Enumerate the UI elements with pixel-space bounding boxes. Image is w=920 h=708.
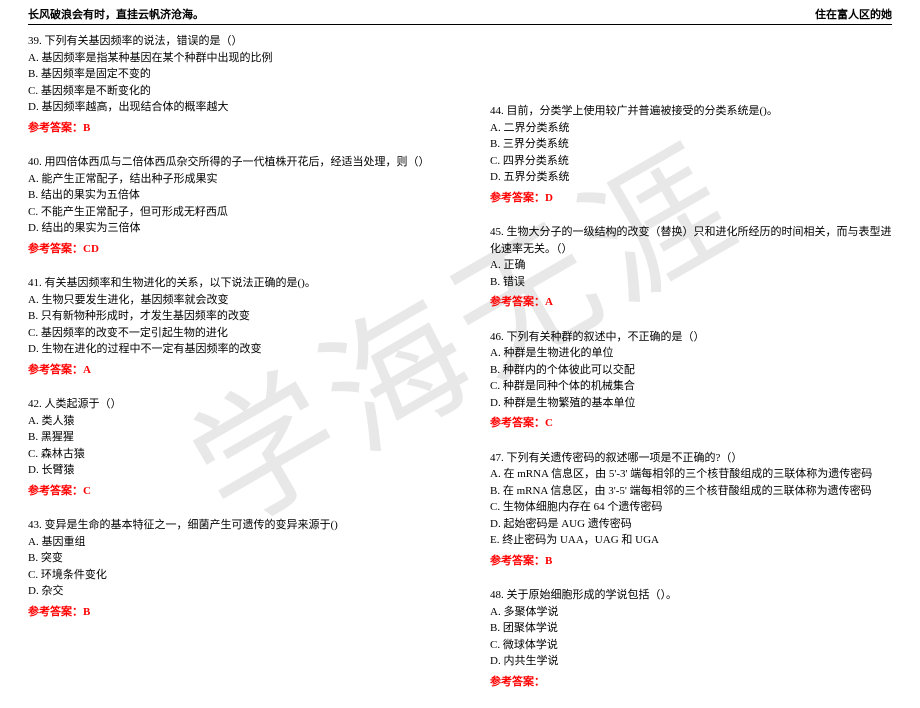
answer-label: 参考答案：B: [28, 604, 430, 621]
question-option: A. 多聚体学说: [490, 604, 892, 621]
question-block: 45. 生物大分子的一级结构的改变（替换）只和进化所经历的时间相关，而与表型进化…: [490, 224, 892, 311]
question-stem: 46. 下列有关种群的叙述中，不正确的是（）: [490, 329, 892, 346]
question-stem: 43. 变异是生命的基本特征之一，细菌产生可遗传的变异来源于(): [28, 517, 430, 534]
page-header: 长风破浪会有时，直挂云帆济沧海。 住在富人区的她: [0, 0, 920, 24]
question-option: D. 结出的果实为三倍体: [28, 220, 430, 237]
answer-label: 参考答案：A: [28, 362, 430, 379]
question-block: 47. 下列有关遗传密码的叙述哪一项是不正确的?（）A. 在 mRNA 信息区，…: [490, 450, 892, 570]
question-block: 43. 变异是生命的基本特征之一，细菌产生可遗传的变异来源于()A. 基因重组B…: [28, 517, 430, 620]
question-option: C. 四界分类系统: [490, 153, 892, 170]
question-stem: 41. 有关基因频率和生物进化的关系，以下说法正确的是()。: [28, 275, 430, 292]
answer-label: 参考答案：B: [28, 120, 430, 137]
question-option: C. 基因频率是不断变化的: [28, 83, 430, 100]
question-stem: 48. 关于原始细胞形成的学说包括（）。: [490, 587, 892, 604]
question-option: D. 起始密码是 AUG 遗传密码: [490, 516, 892, 533]
question-stem: 44. 目前，分类学上使用较广并普遍被接受的分类系统是()。: [490, 103, 892, 120]
header-right: 住在富人区的她: [815, 6, 892, 22]
question-option: A. 类人猿: [28, 413, 430, 430]
question-block: 40. 用四倍体西瓜与二倍体西瓜杂交所得的子一代植株开花后，经适当处理，则（）A…: [28, 154, 430, 257]
header-divider: [28, 24, 892, 25]
answer-label: 参考答案：A: [490, 294, 892, 311]
answer-label: 参考答案：C: [28, 483, 430, 500]
question-option: D. 长臂猿: [28, 462, 430, 479]
question-option: C. 生物体细胞内存在 64 个遗传密码: [490, 499, 892, 516]
question-option: B. 只有新物种形成时，才发生基因频率的改变: [28, 308, 430, 325]
question-option: A. 种群是生物进化的单位: [490, 345, 892, 362]
answer-label: 参考答案：D: [490, 190, 892, 207]
question-option: B. 在 mRNA 信息区，由 3'-5' 端每相邻的三个核苷酸组成的三联体称为…: [490, 483, 892, 500]
question-block: 46. 下列有关种群的叙述中，不正确的是（）A. 种群是生物进化的单位B. 种群…: [490, 329, 892, 432]
question-option: C. 种群是同种个体的机械集合: [490, 378, 892, 395]
question-block: 39. 下列有关基因频率的说法，错误的是（）A. 基因频率是指某种基因在某个种群…: [28, 33, 430, 136]
question-block: 42. 人类起源于（）A. 类人猿B. 黑猩猩C. 森林古猿D. 长臂猿参考答案…: [28, 396, 430, 499]
question-option: E. 终止密码为 UAA，UAG 和 UGA: [490, 532, 892, 549]
question-option: D. 种群是生物繁殖的基本单位: [490, 395, 892, 412]
question-stem: 47. 下列有关遗传密码的叙述哪一项是不正确的?（）: [490, 450, 892, 467]
answer-label: 参考答案：B: [490, 553, 892, 570]
answer-label: 参考答案：C: [490, 415, 892, 432]
question-option: D. 五界分类系统: [490, 169, 892, 186]
question-option: B. 基因频率是固定不变的: [28, 66, 430, 83]
question-option: B. 团聚体学说: [490, 620, 892, 637]
question-option: A. 二界分类系统: [490, 120, 892, 137]
question-option: B. 种群内的个体彼此可以交配: [490, 362, 892, 379]
question-option: A. 基因重组: [28, 534, 430, 551]
question-option: C. 森林古猿: [28, 446, 430, 463]
question-option: C. 不能产生正常配子，但可形成无籽西瓜: [28, 204, 430, 221]
header-left: 长风破浪会有时，直挂云帆济沧海。: [28, 6, 204, 22]
question-block: 41. 有关基因频率和生物进化的关系，以下说法正确的是()。A. 生物只要发生进…: [28, 275, 430, 378]
question-option: A. 生物只要发生进化，基因频率就会改变: [28, 292, 430, 309]
right-column: 44. 目前，分类学上使用较广并普遍被接受的分类系统是()。A. 二界分类系统B…: [490, 33, 892, 708]
question-option: B. 结出的果实为五倍体: [28, 187, 430, 204]
answer-label: 参考答案：: [490, 674, 892, 691]
question-stem: 40. 用四倍体西瓜与二倍体西瓜杂交所得的子一代植株开花后，经适当处理，则（）: [28, 154, 430, 171]
question-option: D. 内共生学说: [490, 653, 892, 670]
question-option: D. 生物在进化的过程中不一定有基因频率的改变: [28, 341, 430, 358]
content-area: 39. 下列有关基因频率的说法，错误的是（）A. 基因频率是指某种基因在某个种群…: [0, 33, 920, 708]
question-option: B. 黑猩猩: [28, 429, 430, 446]
question-stem: 45. 生物大分子的一级结构的改变（替换）只和进化所经历的时间相关，而与表型进化…: [490, 224, 892, 257]
answer-label: 参考答案：CD: [28, 241, 430, 258]
question-option: C. 基因频率的改变不一定引起生物的进化: [28, 325, 430, 342]
question-block: 44. 目前，分类学上使用较广并普遍被接受的分类系统是()。A. 二界分类系统B…: [490, 103, 892, 206]
question-option: D. 杂交: [28, 583, 430, 600]
question-option: A. 基因频率是指某种基因在某个种群中出现的比例: [28, 50, 430, 67]
question-stem: 42. 人类起源于（）: [28, 396, 430, 413]
question-option: D. 基因频率越高，出现结合体的概率越大: [28, 99, 430, 116]
question-option: B. 错误: [490, 274, 892, 291]
left-column: 39. 下列有关基因频率的说法，错误的是（）A. 基因频率是指某种基因在某个种群…: [28, 33, 430, 708]
question-option: B. 三界分类系统: [490, 136, 892, 153]
question-option: A. 能产生正常配子，结出种子形成果实: [28, 171, 430, 188]
question-option: A. 正确: [490, 257, 892, 274]
question-option: A. 在 mRNA 信息区，由 5'-3' 端每相邻的三个核苷酸组成的三联体称为…: [490, 466, 892, 483]
question-block: 48. 关于原始细胞形成的学说包括（）。A. 多聚体学说B. 团聚体学说C. 微…: [490, 587, 892, 690]
question-option: B. 突变: [28, 550, 430, 567]
question-stem: 39. 下列有关基因频率的说法，错误的是（）: [28, 33, 430, 50]
question-option: C. 环境条件变化: [28, 567, 430, 584]
